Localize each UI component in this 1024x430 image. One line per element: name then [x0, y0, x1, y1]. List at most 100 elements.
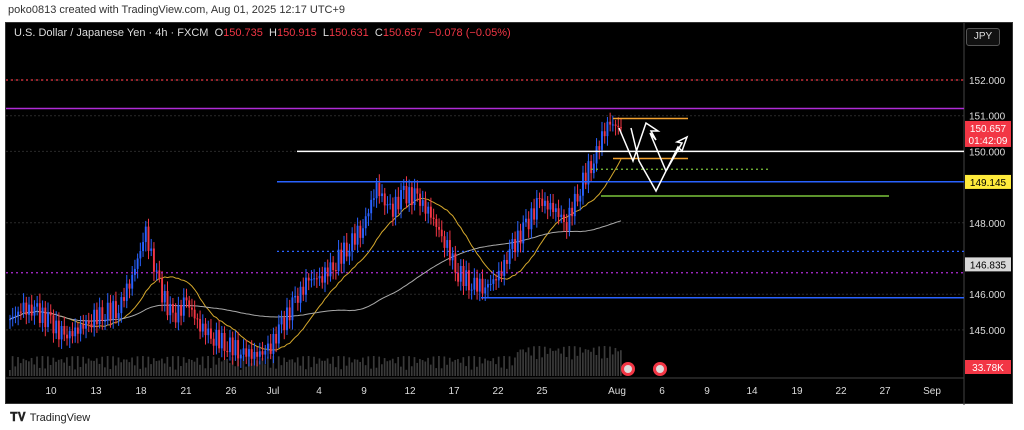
chart-pane[interactable]: 152.000 151.000 150.000 148.000 146.000 145.0…	[5, 22, 1014, 405]
candle	[576, 193, 579, 202]
volume-bar	[131, 357, 133, 376]
candle	[106, 302, 109, 321]
volume-bar	[473, 356, 476, 376]
candle	[171, 303, 174, 313]
candle	[372, 198, 375, 200]
candle	[394, 196, 397, 217]
candle	[166, 290, 169, 316]
volume-bar	[74, 369, 76, 376]
candle	[22, 302, 25, 313]
candle	[351, 233, 354, 252]
low-value: 150.631	[328, 27, 369, 39]
volume-bar	[383, 358, 386, 376]
volume-bar	[581, 352, 584, 376]
candle	[210, 328, 212, 339]
candle	[275, 333, 278, 344]
candle	[25, 302, 28, 315]
candle	[503, 259, 506, 276]
candle	[313, 278, 316, 280]
candle	[242, 348, 245, 355]
volume-bar	[209, 368, 212, 376]
volume-bar	[41, 356, 44, 376]
volume-bar	[57, 359, 60, 376]
candle	[611, 124, 614, 126]
candle	[296, 295, 299, 303]
volume-bar	[413, 357, 416, 376]
candle	[201, 323, 204, 332]
candle	[620, 127, 622, 129]
candle	[204, 323, 207, 336]
volume-bar	[454, 359, 457, 376]
tradingview-logo-icon: 𝐓𝐕	[10, 410, 26, 424]
candle	[579, 195, 582, 202]
volume-bar	[332, 356, 334, 376]
candle	[348, 251, 351, 257]
candle	[250, 349, 253, 359]
volume-bar	[101, 356, 104, 376]
candle	[288, 307, 291, 321]
volume-bar	[600, 358, 603, 376]
candle	[554, 208, 557, 212]
candle	[470, 289, 473, 291]
candle	[55, 320, 58, 334]
volume-bar	[136, 356, 139, 376]
candle	[383, 193, 386, 206]
candle	[478, 278, 481, 292]
candle	[305, 277, 307, 295]
candlestick-chart[interactable]: 152.000 151.000 150.000 148.000 146.000 145.0…	[6, 23, 1014, 405]
currency-button[interactable]: JPY	[966, 28, 1000, 46]
candle	[60, 326, 63, 340]
candle	[378, 182, 381, 197]
candle	[90, 323, 93, 328]
volume-bar	[106, 356, 109, 376]
price-label: 146.835	[970, 260, 1007, 271]
volume-bar	[462, 357, 465, 376]
high-label: H	[269, 27, 277, 39]
candle	[76, 327, 79, 334]
volume-bar	[190, 359, 193, 376]
candle	[294, 295, 297, 298]
volume-bar	[440, 368, 443, 376]
x-tick-label: 22	[835, 386, 847, 397]
candle	[248, 349, 250, 357]
candle	[223, 332, 226, 351]
volume-bar	[590, 351, 592, 376]
volume-bar	[533, 346, 535, 376]
candle	[362, 228, 364, 238]
volume-bar	[199, 364, 201, 376]
volume-bar	[408, 356, 410, 376]
candle	[413, 188, 416, 206]
volume-bar	[367, 356, 370, 376]
candle	[245, 348, 248, 357]
candle	[598, 146, 601, 150]
volume-bar	[394, 363, 397, 376]
candle	[334, 270, 337, 272]
volume-bar	[133, 365, 136, 376]
candle	[188, 300, 191, 308]
candle	[332, 262, 335, 271]
candle	[552, 202, 555, 212]
tradingview-logo[interactable]: 𝐓𝐕 TradingView	[10, 410, 90, 425]
volume-bar	[318, 358, 321, 376]
candle	[326, 267, 329, 277]
candle	[546, 200, 549, 210]
candle	[231, 337, 234, 356]
candle	[533, 208, 536, 220]
candle	[459, 266, 462, 282]
volume-bar	[516, 352, 519, 376]
candle	[397, 196, 400, 210]
candle	[169, 303, 172, 316]
x-tick-label: 9	[704, 386, 710, 397]
candle	[158, 270, 161, 279]
candle	[79, 324, 82, 334]
volume-bar	[223, 360, 226, 376]
candle	[150, 248, 153, 251]
candle	[584, 172, 587, 185]
candle	[419, 193, 421, 206]
volume-bar	[522, 349, 524, 376]
volume-bar	[90, 360, 93, 376]
volume-bar	[220, 361, 223, 376]
volume-bar	[117, 357, 120, 376]
volume-bar	[375, 367, 378, 376]
candle	[473, 277, 476, 290]
